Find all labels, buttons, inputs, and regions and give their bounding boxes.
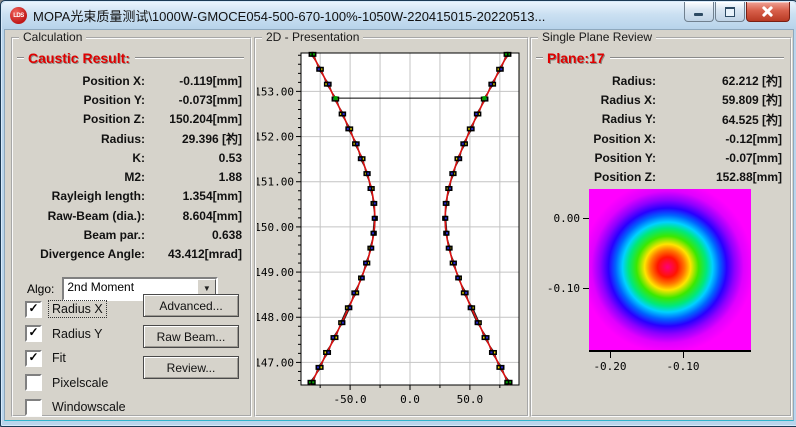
window-title: MOPA光束质量测试\1000W-GMOCE054-500-670-100%-1… [33,9,546,24]
field-row: Radius: 62.212 [礿] [611,73,782,89]
field-row: M2: 1.88 [124,170,242,185]
windowscale-checkbox[interactable] [25,398,42,416]
field-row: Position Z: 150.204[mm] [83,112,242,127]
calculation-panel: Calculation Caustic Result: Position X: -… [11,30,252,420]
field-row: Radius: 29.396 [礿] [100,131,242,147]
review-panel: Single Plane Review Plane:17 Radius: 62.2… [530,30,792,417]
beam-y-tick [583,218,589,219]
beam-x-tick [683,352,684,358]
svg-text:150.00: 150.00 [257,221,294,234]
svg-text:153.00: 153.00 [257,85,294,98]
calculation-panel-title: Calculation [19,30,87,44]
pixelscale-checkbox[interactable] [25,374,42,392]
data-points [307,51,513,385]
beam-y-tick-label: 0.00 [553,212,581,225]
app-icon: LDS [10,7,27,24]
svg-text:151.00: 151.00 [257,176,294,189]
maximize-button[interactable] [715,2,745,22]
caustic-result-header: Caustic Result: [17,50,244,66]
field-row: K: 0.53 [132,150,242,165]
radius-y-checkbox-row[interactable]: ✓ Radius Y [25,322,129,347]
svg-text:0.0: 0.0 [400,393,420,406]
advanced-button[interactable]: Advanced... [143,294,239,317]
field-row: Position X: -0.12[mm] [593,131,782,146]
radius-y-checkbox[interactable]: ✓ [25,325,42,343]
client-area: Calculation Caustic Result: Position X: -… [4,29,794,421]
beam-y-tick [583,288,589,289]
caustic-result-fields: Position X: -0.119[mm] Position Y: -0.073[… [13,71,250,264]
presentation-panel: 2D - Presentation 147.00 148.00 149.00 150.… [254,30,529,417]
svg-text:152.00: 152.00 [257,131,294,144]
caustic-chart[interactable]: 147.00 148.00 149.00 150.00 151.00 152.00 153.… [257,45,523,411]
caustic-result-title: Caustic Result: [28,50,130,66]
minimize-button[interactable] [684,2,714,22]
plane-header: Plane:17 [536,50,784,66]
tick-labels: 147.00 148.00 149.00 150.00 151.00 152.00 153.… [257,85,483,406]
window-controls [684,2,790,22]
svg-text:-50.0: -50.0 [334,393,367,406]
beam-x-tick-label: -0.20 [593,360,627,373]
field-row: Divergence Angle: 43.412[mrad] [40,247,242,262]
plane-title: Plane:17 [547,50,605,66]
beam-y-tick-label: -0.10 [546,282,580,295]
raw-beam-button[interactable]: Raw Beam... [143,325,239,348]
field-row: Position Z: 152.88[mm] [594,170,782,185]
beam-x-tick-label: -0.10 [666,360,700,373]
titlebar[interactable]: LDS MOPA光束质量测试\1000W-GMOCE054-500-670-10… [2,2,796,29]
fit-checkbox[interactable]: ✓ [25,349,42,367]
field-row: Beam par.: 0.638 [83,228,242,243]
radius-x-checkbox[interactable]: ✓ [25,300,42,318]
field-row: Radius X: 59.809 [礿] [600,92,782,108]
display-option-checkboxes: ✓ Radius X ✓ Radius Y ✓ Fit Pixelscale Wind… [25,297,129,420]
pixelscale-checkbox-row[interactable]: Pixelscale [25,371,129,396]
radius-x-checkbox-row[interactable]: ✓ Radius X [25,297,129,322]
field-row: Position Y: -0.073[mm] [83,92,242,107]
app-icon-label: LDS [13,12,24,19]
field-row: Position Y: -0.07[mm] [594,150,782,165]
plane-fields: Radius: 62.212 [礿] Radius X: 59.809 [礿] Ra… [532,71,790,187]
algo-selected-value: 2nd Moment [67,279,135,294]
svg-text:149.00: 149.00 [257,266,294,279]
beam-profile-image [589,189,751,352]
review-button[interactable]: Review... [143,356,239,379]
field-row: Rayleigh length: 1.354[mm] [51,189,242,204]
minimize-icon [694,13,703,16]
close-button[interactable] [746,2,790,22]
svg-text:147.00: 147.00 [257,356,294,369]
presentation-panel-title: 2D - Presentation [262,30,364,44]
svg-text:148.00: 148.00 [257,311,294,324]
field-row: Raw-Beam (dia.): 8.604[mm] [47,208,242,223]
axes [296,52,520,390]
beam-x-tick [610,352,611,358]
algo-label: Algo: [27,281,55,296]
fit-checkbox-row[interactable]: ✓ Fit [25,346,129,371]
svg-text:50.0: 50.0 [457,393,484,406]
review-panel-title: Single Plane Review [538,30,657,44]
windowscale-checkbox-row[interactable]: Windowscale [25,395,129,420]
field-row: Radius Y: 64.525 [礿] [601,112,782,127]
plot-grid [301,53,519,385]
field-row: Position X: -0.119[mm] [82,73,242,88]
action-buttons: Advanced... Raw Beam... Review... [143,294,239,379]
maximize-icon [725,7,735,17]
